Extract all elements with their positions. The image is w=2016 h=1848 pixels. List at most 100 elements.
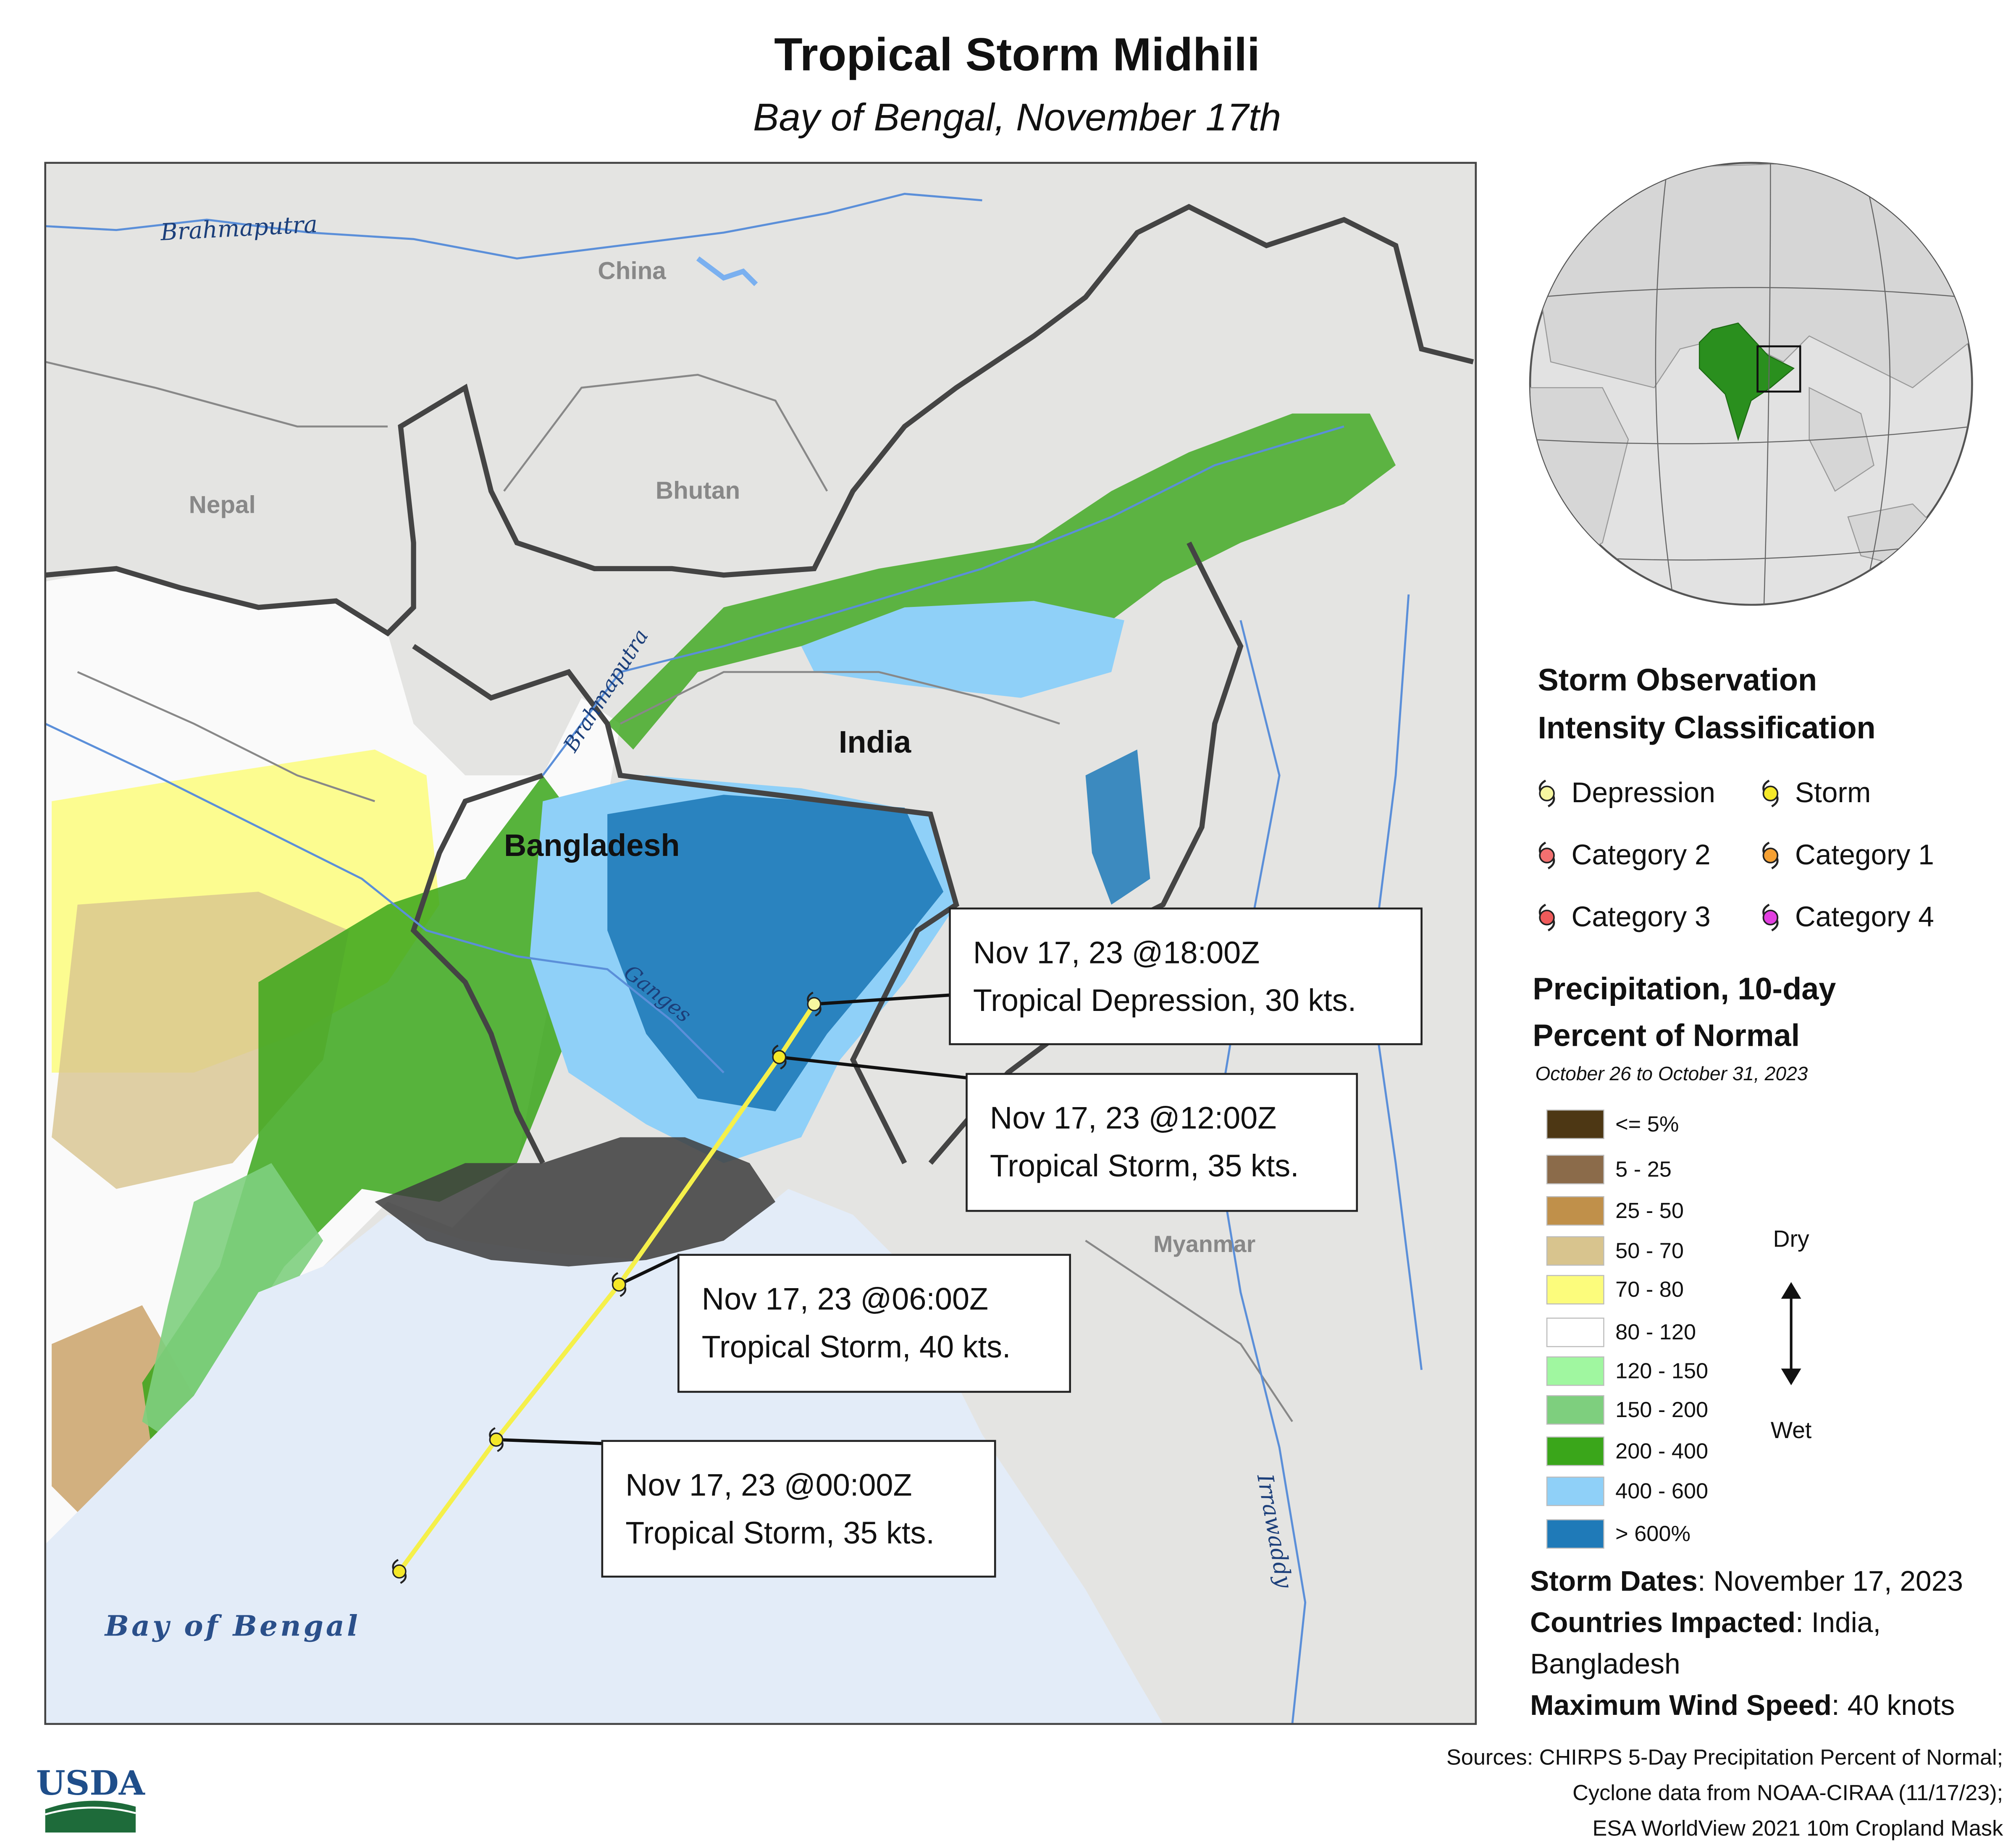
legend-swatch (1546, 1356, 1604, 1386)
storm-icon (807, 992, 822, 1017)
storm-icon-eye (1539, 909, 1555, 926)
storm-icon (1762, 903, 1779, 932)
usda-logo: USDA (36, 1763, 145, 1833)
legend-label: Storm (1795, 777, 1871, 808)
precip-wet (142, 1163, 323, 1448)
legend-swatch (1546, 1318, 1604, 1347)
callout-status: Tropical Storm, 35 kts. (625, 1515, 934, 1550)
admin-boundaries (45, 361, 1293, 1422)
subtitle: Bay of Bengal, November 17th (753, 95, 1281, 139)
locator-box (1756, 345, 1801, 393)
storm-icon-eye (1539, 848, 1555, 864)
legend-label: 5 - 25 (1615, 1158, 1672, 1182)
storm-icon (1538, 842, 1555, 869)
storm-icon-eye (1762, 909, 1779, 926)
title: Tropical Storm Midhili (774, 29, 1260, 81)
storm-icon (1762, 842, 1779, 869)
storm-icon (1762, 780, 1779, 808)
rivers (45, 193, 1423, 1724)
legend-swatch (1546, 1196, 1604, 1226)
source-line: Cyclone data from NOAA-CIRAA (11/17/23); (1572, 1781, 2003, 1805)
callout-time: Nov 17, 23 @00:00Z (625, 1467, 912, 1502)
globe-india (1698, 322, 1795, 441)
storm-icon-eye (612, 1277, 626, 1292)
legend-swatch (1546, 1395, 1604, 1425)
storm-icon (612, 1272, 627, 1297)
legend-label: Category 2 (1572, 839, 1711, 871)
country-label: Nepal (189, 491, 256, 519)
legend-swatch (1546, 1476, 1604, 1506)
sea-label: Bay of Bengal (104, 1609, 360, 1642)
legend-swatch (1546, 1236, 1604, 1266)
logo-swoosh (45, 1801, 136, 1833)
legend-label: 400 - 600 (1615, 1479, 1708, 1504)
legend-dry: Dry (1773, 1226, 1809, 1252)
callout-time: Nov 17, 23 @18:00Z (973, 935, 1260, 970)
legend-label: 80 - 120 (1615, 1320, 1696, 1344)
sources: Sources: CHIRPS 5-Day Precipitation Perc… (1446, 1746, 2003, 1841)
info-value: : India, Bangladesh (1530, 1606, 1881, 1680)
storm-track: Nov 17, 23 @00:00Z Tropical Storm, 35 kts… (392, 907, 1423, 1584)
intensity-legend: Depression Storm Category 2 Category 1 Categ… (1538, 777, 1934, 933)
precip-very-wet (1085, 749, 1150, 905)
leader-line (814, 993, 950, 1006)
country-label: Myanmar (1153, 1231, 1255, 1257)
info-label: Storm Dates (1530, 1565, 1698, 1598)
legend-label: <= 5% (1615, 1112, 1679, 1137)
storm-icon (489, 1427, 504, 1452)
legend-wet: Wet (1771, 1417, 1811, 1443)
legend-label: 70 - 80 (1615, 1278, 1684, 1302)
callout-time: Nov 17, 23 @06:00Z (702, 1281, 988, 1316)
storm-icon (1538, 903, 1555, 932)
storm-icon (772, 1045, 787, 1070)
precip-legend: <= 5% 5 - 25 25 - 50 50 - 70 70 - 80 80 - 120… (1546, 1109, 1708, 1549)
legend-label: 120 - 150 (1615, 1359, 1708, 1383)
info-line: Storm Dates: November 17, 2023 (1530, 1561, 2008, 1602)
sundarbans (375, 1137, 776, 1267)
callout-status: Tropical Storm, 40 kts. (702, 1329, 1011, 1364)
legend-label: 150 - 200 (1615, 1398, 1708, 1422)
storm-icon-eye (489, 1432, 504, 1447)
callout-box (677, 1254, 1071, 1393)
country-label: Bangladesh (504, 828, 680, 863)
callout-status: Tropical Storm, 35 kts. (990, 1148, 1299, 1183)
legend-title: Precipitation, 10-day (1533, 971, 1836, 1006)
leader-line (618, 1255, 680, 1286)
map-frame (44, 162, 1477, 1725)
info-line: Countries Impacted: India, Bangladesh (1530, 1602, 2008, 1685)
info-value: : November 17, 2023 (1697, 1565, 1964, 1598)
callout-time: Nov 17, 23 @12:00Z (990, 1100, 1276, 1135)
dry-wet-arrow (1781, 1282, 1801, 1386)
legend-title: Storm Observation (1538, 662, 1817, 697)
locator-globe (1529, 162, 1973, 606)
storm-icon-eye (807, 997, 822, 1011)
callout-box (601, 1440, 996, 1578)
info-value: : 40 knots (1831, 1689, 1955, 1722)
storm-info: Storm Dates: November 17, 2023Countries … (1530, 1561, 2008, 1727)
storm-icon (1538, 780, 1555, 808)
info-label: Maximum Wind Speed (1530, 1689, 1832, 1722)
storm-info-text: Storm Dates: November 17, 2023 Countries … (1530, 1561, 2008, 1727)
info-label: Countries Impacted (1530, 1606, 1796, 1639)
legend-subtitle: October 26 to October 31, 2023 (1535, 1063, 1808, 1084)
legend-swatch (1546, 1109, 1604, 1139)
storm-icon-eye (772, 1050, 787, 1064)
precip-very-wet (607, 795, 944, 1112)
legend-label: 200 - 400 (1615, 1439, 1708, 1463)
legend-swatch (1546, 1155, 1604, 1184)
legend-label: Category 1 (1795, 839, 1934, 871)
legend-label: 50 - 70 (1615, 1239, 1684, 1263)
country-label: China (598, 257, 666, 285)
info-line: Maximum Wind Speed: 40 knots (1530, 1685, 2008, 1726)
globe-land (1530, 163, 1972, 605)
map: Brahmaputra China Nepal Bhutan India Ban… (45, 163, 1476, 1724)
storm-icon (392, 1559, 407, 1584)
country-label: Bhutan (656, 477, 740, 504)
legend-swatch (1546, 1519, 1604, 1549)
callout-box (949, 907, 1423, 1045)
precip-wet (607, 413, 1396, 750)
storm-icon-eye (1762, 848, 1779, 864)
leader-line (779, 1055, 967, 1079)
leader-line (496, 1438, 602, 1445)
